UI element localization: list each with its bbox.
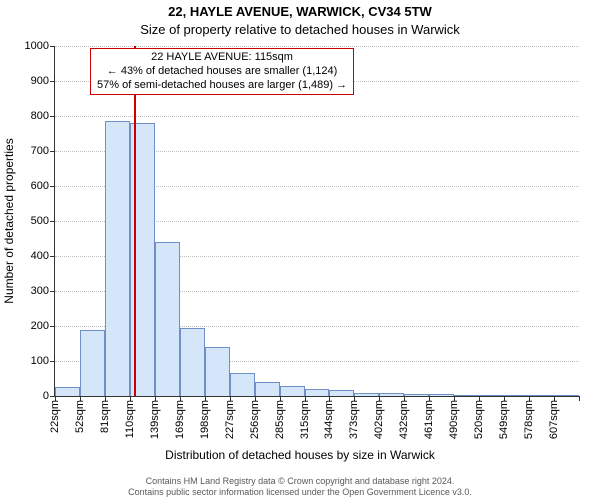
xtick-label: 432sqm: [398, 400, 410, 439]
histogram-bar: [205, 347, 230, 396]
ytick-label: 1000: [9, 40, 49, 52]
ytick-label: 600: [9, 180, 49, 192]
annotation-line: ← 43% of detached houses are smaller (1,…: [97, 65, 347, 79]
histogram-bar: [230, 373, 255, 396]
xtick-mark: [579, 396, 580, 401]
xtick-label: 81sqm: [99, 400, 111, 433]
xtick-label: 52sqm: [74, 400, 86, 433]
histogram-bar: [354, 393, 379, 397]
xtick-label: 227sqm: [224, 400, 236, 439]
xtick-label: 402sqm: [373, 400, 385, 439]
xtick-label: 373sqm: [348, 400, 360, 439]
histogram-bar: [454, 395, 479, 396]
ytick-label: 500: [9, 215, 49, 227]
histogram-bar: [379, 393, 404, 396]
ytick-mark: [50, 326, 55, 327]
footer-line1: Contains HM Land Registry data © Crown c…: [0, 476, 600, 487]
xtick-label: 490sqm: [448, 400, 460, 439]
ytick-label: 800: [9, 110, 49, 122]
ytick-mark: [50, 186, 55, 187]
ytick-label: 400: [9, 250, 49, 262]
histogram-bar: [305, 389, 330, 396]
reference-line: [134, 46, 136, 396]
xtick-label: 315sqm: [299, 400, 311, 439]
xtick-label: 256sqm: [249, 400, 261, 439]
histogram-bar: [479, 395, 504, 396]
page-title-line2: Size of property relative to detached ho…: [0, 22, 600, 37]
histogram-bar: [329, 390, 354, 396]
xtick-label: 344sqm: [323, 400, 335, 439]
annotation-box: 22 HAYLE AVENUE: 115sqm← 43% of detached…: [90, 48, 354, 95]
histogram-bar: [554, 395, 579, 396]
xtick-label: 110sqm: [124, 400, 136, 438]
annotation-line: 57% of semi-detached houses are larger (…: [97, 79, 347, 93]
ytick-label: 200: [9, 320, 49, 332]
ytick-label: 300: [9, 285, 49, 297]
ytick-mark: [50, 291, 55, 292]
histogram-bar: [55, 387, 80, 396]
histogram-bar: [280, 386, 305, 397]
ytick-mark: [50, 81, 55, 82]
xtick-label: 22sqm: [49, 400, 61, 433]
histogram-bar: [429, 394, 454, 396]
histogram-plot: 0100200300400500600700800900100022sqm52s…: [54, 46, 578, 396]
ytick-mark: [50, 116, 55, 117]
plot-area: 0100200300400500600700800900100022sqm52s…: [54, 46, 579, 397]
histogram-bar: [504, 395, 529, 396]
xtick-label: 169sqm: [174, 400, 186, 439]
page-title-line1: 22, HAYLE AVENUE, WARWICK, CV34 5TW: [0, 4, 600, 19]
ytick-mark: [50, 361, 55, 362]
xtick-label: 285sqm: [274, 400, 286, 439]
xtick-label: 607sqm: [548, 400, 560, 439]
ytick-mark: [50, 151, 55, 152]
xtick-label: 139sqm: [149, 400, 161, 439]
ytick-label: 900: [9, 75, 49, 87]
ytick-mark: [50, 221, 55, 222]
ytick-mark: [50, 256, 55, 257]
chart-container: 22, HAYLE AVENUE, WARWICK, CV34 5TW Size…: [0, 0, 600, 500]
xtick-label: 461sqm: [423, 400, 435, 439]
ytick-label: 700: [9, 145, 49, 157]
ytick-label: 0: [9, 390, 49, 402]
xtick-label: 578sqm: [523, 400, 535, 439]
ytick-mark: [50, 46, 55, 47]
histogram-bar: [105, 121, 130, 396]
x-axis-title: Distribution of detached houses by size …: [0, 448, 600, 462]
ytick-label: 100: [9, 355, 49, 367]
xtick-label: 198sqm: [199, 400, 211, 439]
histogram-bar: [255, 382, 280, 396]
histogram-bar: [80, 330, 105, 397]
footer-line2: Contains public sector information licen…: [0, 487, 600, 498]
footer-attribution: Contains HM Land Registry data © Crown c…: [0, 476, 600, 498]
annotation-line: 22 HAYLE AVENUE: 115sqm: [97, 51, 347, 65]
histogram-bar: [529, 395, 554, 396]
histogram-bar: [404, 394, 429, 396]
histogram-bar: [180, 328, 205, 396]
xtick-label: 520sqm: [473, 400, 485, 439]
xtick-label: 549sqm: [498, 400, 510, 439]
histogram-bar: [155, 242, 180, 396]
